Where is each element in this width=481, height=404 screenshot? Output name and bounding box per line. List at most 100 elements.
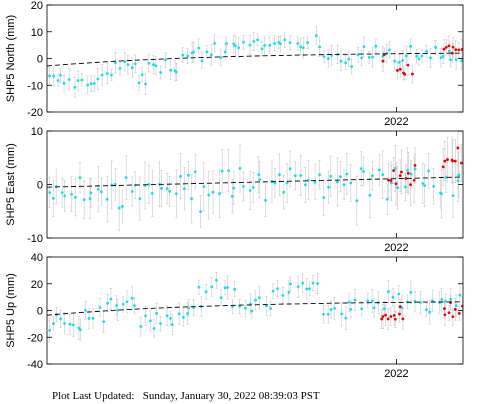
data-point (326, 312, 330, 316)
data-point (306, 178, 310, 182)
recent-point (453, 308, 457, 311)
data-point (391, 295, 395, 299)
data-point (250, 309, 254, 313)
y-tick-label: 0 (37, 180, 43, 192)
recent-point (461, 304, 463, 308)
data-point (314, 34, 318, 38)
data-point (86, 83, 90, 87)
plot-frame (46, 4, 464, 113)
recent-point (389, 179, 393, 182)
data-point (147, 61, 151, 65)
data-point (155, 311, 159, 315)
data-point (126, 63, 130, 67)
data-point (70, 192, 73, 196)
recent-point (398, 312, 401, 316)
data-point (83, 308, 87, 312)
data-point (186, 54, 190, 58)
data-point (454, 58, 458, 62)
data-point (269, 307, 273, 310)
data-point (164, 58, 167, 62)
data-point (305, 287, 309, 291)
data-point (197, 285, 201, 289)
recent-point (398, 174, 402, 178)
data-point (165, 314, 169, 318)
data-point (248, 189, 252, 192)
data-point (427, 169, 430, 173)
data-point (251, 186, 255, 189)
data-point (174, 192, 178, 196)
data-point (225, 42, 228, 45)
data-point (197, 46, 201, 50)
data-point (283, 38, 287, 42)
data-point (439, 192, 443, 196)
y-tick-label: -20 (27, 332, 43, 344)
recent-point (393, 317, 397, 321)
data-point (254, 298, 257, 302)
data-point (89, 82, 93, 86)
data-point (362, 170, 365, 173)
data-point (406, 168, 410, 172)
data-point (102, 320, 106, 324)
data-point (322, 196, 326, 200)
data-point (273, 181, 277, 185)
trend-line (47, 176, 463, 188)
recent-point (444, 46, 448, 49)
data-point (138, 197, 142, 201)
plot-frame (46, 130, 464, 239)
data-point (237, 46, 241, 50)
data-point (306, 41, 310, 45)
recent-point (406, 171, 410, 175)
recent-point (456, 146, 460, 150)
data-point (204, 290, 208, 294)
data-point (409, 172, 413, 176)
data-point (244, 306, 247, 310)
data-point (52, 322, 55, 325)
data-point (460, 59, 463, 63)
y-axis-label: SHP5 Up (mm) (5, 273, 17, 348)
data-point (218, 192, 221, 195)
data-point (91, 317, 95, 320)
data-point (393, 166, 397, 170)
y-tick-label: -10 (27, 233, 43, 245)
data-point (303, 183, 307, 187)
data-point (299, 45, 302, 49)
data-point (169, 317, 172, 320)
trend-line (47, 52, 463, 67)
data-point (338, 175, 342, 178)
data-point (116, 308, 120, 312)
data-point (322, 312, 325, 316)
data-point (130, 190, 134, 193)
y-axis-label: SHP5 North (mm) (5, 15, 17, 102)
data-point (82, 198, 86, 202)
plot-update-footer: Plot Last Updated: Sunday, January 30, 2… (52, 390, 320, 402)
data-point (152, 63, 155, 66)
data-point (182, 187, 186, 191)
data-point (389, 181, 393, 185)
data-point (238, 305, 242, 308)
data-point (213, 41, 216, 45)
data-point (230, 194, 234, 198)
data-point (92, 82, 96, 85)
data-point (327, 185, 331, 189)
data-point (113, 182, 117, 186)
data-point (387, 290, 390, 293)
data-point (301, 281, 305, 285)
data-point (356, 53, 360, 57)
data-point (329, 308, 333, 311)
data-point (388, 48, 391, 52)
data-point (109, 297, 113, 301)
x-tick-label: 2022 (384, 368, 408, 380)
data-point (219, 296, 223, 300)
recent-point (398, 67, 402, 71)
data-point (322, 55, 326, 59)
data-point (278, 173, 281, 177)
data-point (417, 57, 421, 61)
data-point (149, 319, 152, 323)
data-point (424, 308, 428, 312)
data-point (99, 190, 103, 194)
data-point (232, 186, 236, 190)
data-point (187, 306, 191, 310)
footer-label: Plot Last Updated: (52, 390, 135, 402)
data-point (67, 78, 71, 81)
data-point (347, 300, 351, 304)
